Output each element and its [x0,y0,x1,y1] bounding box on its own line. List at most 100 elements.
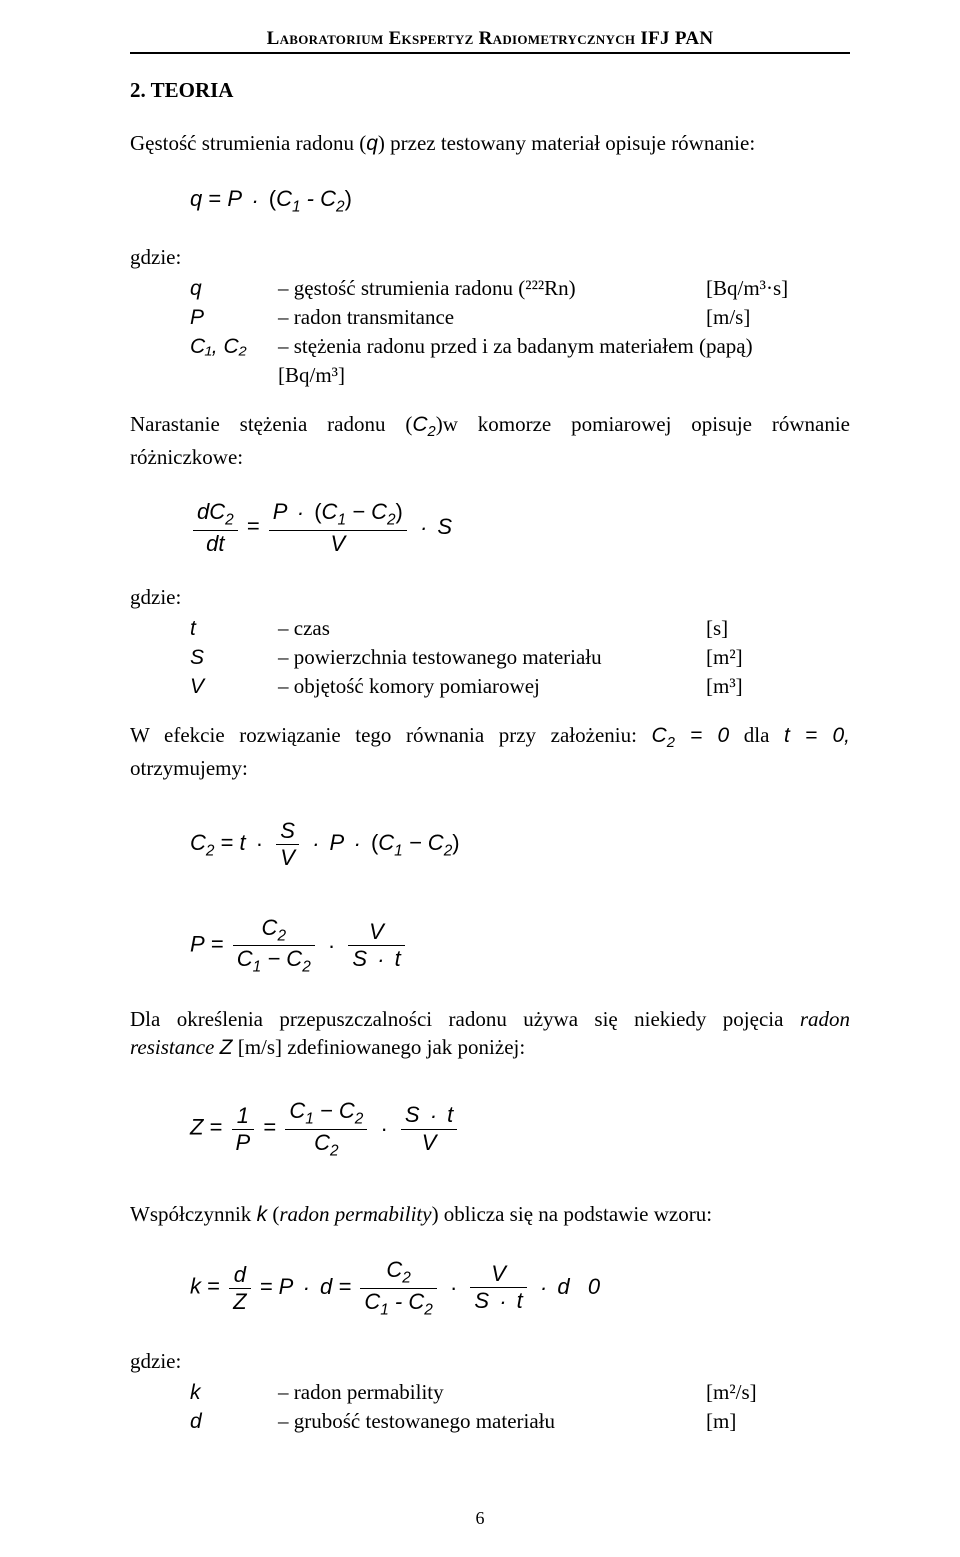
den: Z [229,1289,250,1315]
frac: 1 P [232,1103,255,1156]
dot: · [324,933,339,958]
lhs: P [190,932,205,957]
num: V [470,1261,526,1288]
eq-equals: = [210,1115,229,1140]
p2-a: Narastanie stężenia radonu ( [130,412,412,436]
num: S [276,818,299,845]
den: S · t [470,1288,526,1315]
variable-z: Z [220,1036,233,1059]
sym: t [190,614,278,643]
num: d [229,1262,250,1289]
sym: q [190,274,278,303]
table-row: k– radon permability[m²/s] [190,1378,765,1407]
unit: [m³] [706,672,751,701]
num: V [348,919,404,946]
variable-k: k [257,1203,268,1226]
equation-5: Z = 1 P = C1 − C2 C2 · S · t V [190,1098,850,1160]
p5-a: Współczynnik [130,1202,257,1226]
table-row: d– grubość testowanego materiału[m] [190,1407,765,1436]
lhs: k [190,1274,201,1299]
paragraph-5: Współczynnik k (radon permability) oblic… [130,1200,850,1229]
eq-equals: = [263,1115,282,1140]
equation-2: dC2 dt = P · (C1 − C2) V · S [190,499,850,556]
table-row: t– czas[s] [190,614,751,643]
p5-mid: ( [267,1202,279,1226]
table-row: V– objętość komory pomiarowej[m³] [190,672,751,701]
lhs: Z [190,1115,203,1140]
table-row: C₁, C₂– stężenia radonu przed i za badan… [190,332,796,361]
num: S · t [401,1102,457,1130]
desc: – radon permability [278,1378,706,1407]
desc: – gęstość strumienia radonu (²²²Rn) [278,274,706,303]
den: V [401,1130,457,1156]
where-table-2: t– czas[s] S– powierzchnia testowanego m… [190,614,751,701]
section-title: 2. TEORIA [130,78,850,103]
where-label-3: gdzie: [130,1349,850,1374]
p1-text: Gęstość strumienia radonu ( [130,131,366,155]
pre: = t · [221,830,274,855]
p5-b: ) oblicza się na podstawie wzoru: [432,1202,713,1226]
table-row: q– gęstość strumienia radonu (²²²Rn)[Bq/… [190,274,796,303]
p3-mid1: C2 = 0 [652,724,730,747]
desc: – powierzchnia testowanego materiału [278,643,706,672]
frac: dC2 dt [193,499,238,556]
tail: · P · (C1 − C2) [308,830,460,855]
frac: V S · t [348,919,404,973]
frac: d Z [229,1262,250,1315]
desc: – stężenia radonu przed i za badanym mat… [278,332,796,361]
table-row: S– powierzchnia testowanego materiału[m²… [190,643,751,672]
frac: S V [276,818,299,871]
equation-4: P = C2 C1 − C2 · V S · t [190,915,850,977]
unit: [s] [706,614,751,643]
num: P · (C1 − C2) [269,499,407,530]
den: C1 − C2 [233,946,315,976]
den: C2 [285,1130,367,1160]
unit: [m/s] [706,303,796,332]
dot: · [446,1275,461,1300]
page-header: Laboratorium Ekspertyz Radiometrycznych … [130,28,850,54]
eq-equals: = [208,186,227,211]
mid: = P · d = [260,1274,358,1299]
den: V [276,845,299,871]
eq1-lhs: q [190,186,202,211]
variable-c2: C2 [412,413,435,436]
frac: P · (C1 − C2) V [269,499,407,556]
sym: V [190,672,278,701]
page-number: 6 [0,1508,960,1529]
p3-a: W efekcie rozwiązanie tego równania przy… [130,723,652,747]
sym: S [190,643,278,672]
where-label-2: gdzie: [130,585,850,610]
sym: P [190,303,278,332]
variable-q: q [366,132,378,155]
eq-equals: = [247,514,266,539]
where-table-3: k– radon permability[m²/s] d– grubość te… [190,1378,765,1436]
p3-mid2: dla [729,723,784,747]
p4-a: Dla określenia przepuszczalności radonu … [130,1007,800,1031]
desc: [Bq/m³] [278,361,706,390]
sym: d [190,1407,278,1436]
paragraph-3: W efekcie rozwiązanie tego równania przy… [130,721,850,782]
unit: [m²/s] [706,1378,765,1407]
p1-after: ) przez testowany materiał opisuje równa… [378,131,755,155]
where-label-1: gdzie: [130,245,850,270]
desc: – czas [278,614,706,643]
unit: [m²] [706,643,751,672]
p5-emph: radon permability [279,1202,431,1226]
desc: – radon transmitance [278,303,706,332]
equation-1: q = P · (C1 - C2) [190,186,850,216]
p3-b: otrzymujemy: [130,756,248,780]
eq-equals: = [211,932,230,957]
where-table-1: q– gęstość strumienia radonu (²²²Rn) [Bq/… [190,274,796,390]
table-row: [Bq/m³] [190,361,796,390]
unit: [m] [706,1407,765,1436]
sym: C₁, C₂ [190,332,278,361]
frac: C1 − C2 C2 [285,1098,367,1160]
frac: V S · t [470,1261,526,1315]
table-row: P– radon transmitance[m/s] [190,303,796,332]
num: dC2 [193,499,238,530]
paragraph-2: Narastanie stężenia radonu (C2)w komorze… [130,410,850,471]
equation-3: C2 = t · S V · P · (C1 − C2) [190,818,850,871]
num: C2 [360,1257,436,1288]
num: 1 [232,1103,255,1130]
sym: k [190,1378,278,1407]
